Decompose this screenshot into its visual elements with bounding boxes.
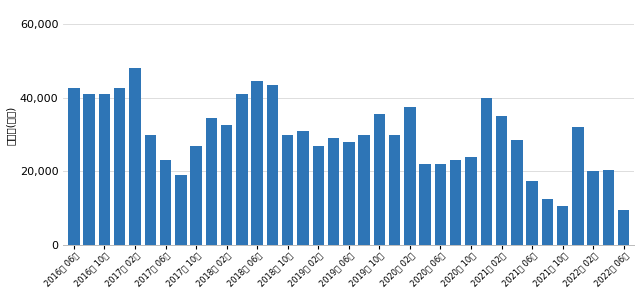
- Bar: [190, 146, 202, 245]
- Bar: [145, 135, 156, 245]
- Bar: [312, 146, 324, 245]
- Bar: [68, 88, 79, 245]
- Bar: [603, 170, 614, 245]
- Bar: [465, 157, 477, 245]
- Bar: [588, 171, 599, 245]
- Bar: [618, 210, 630, 245]
- Y-axis label: 거래량(건수): 거래량(건수): [6, 106, 15, 145]
- Bar: [160, 160, 172, 245]
- Bar: [450, 160, 461, 245]
- Bar: [557, 206, 568, 245]
- Bar: [175, 175, 186, 245]
- Bar: [282, 135, 294, 245]
- Bar: [343, 142, 355, 245]
- Bar: [358, 135, 370, 245]
- Bar: [221, 125, 232, 245]
- Bar: [267, 85, 278, 245]
- Bar: [114, 88, 125, 245]
- Bar: [541, 199, 553, 245]
- Bar: [511, 140, 523, 245]
- Bar: [374, 114, 385, 245]
- Bar: [328, 138, 339, 245]
- Bar: [236, 94, 248, 245]
- Bar: [129, 68, 141, 245]
- Bar: [526, 181, 538, 245]
- Bar: [99, 94, 110, 245]
- Bar: [481, 98, 492, 245]
- Bar: [297, 131, 308, 245]
- Bar: [404, 107, 415, 245]
- Bar: [572, 127, 584, 245]
- Bar: [389, 135, 401, 245]
- Bar: [419, 164, 431, 245]
- Bar: [83, 94, 95, 245]
- Bar: [435, 164, 446, 245]
- Bar: [205, 118, 217, 245]
- Bar: [496, 116, 508, 245]
- Bar: [252, 81, 263, 245]
